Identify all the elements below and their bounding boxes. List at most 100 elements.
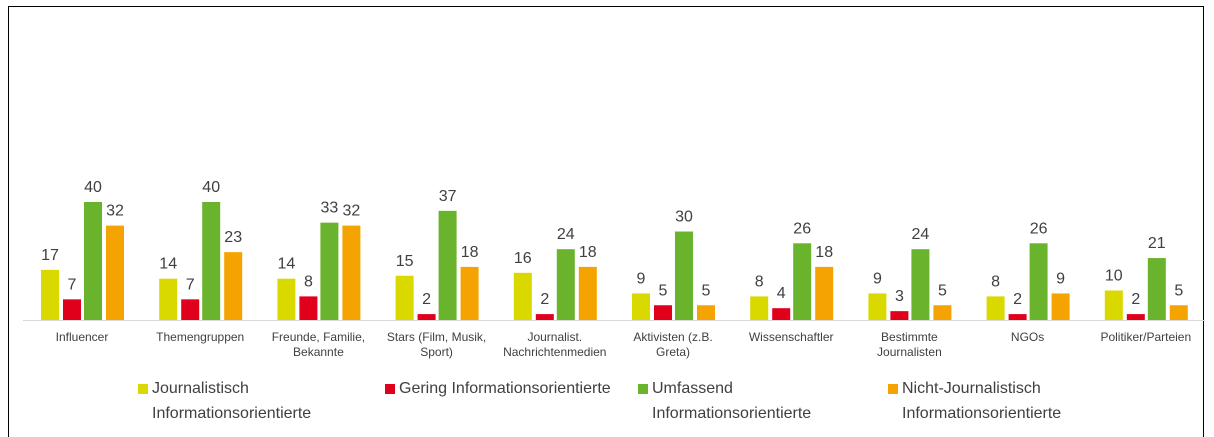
data-label: 2	[1131, 291, 1140, 308]
bar	[1147, 258, 1166, 320]
frame	[8, 6, 1204, 437]
data-label: 16	[514, 250, 532, 267]
data-label: 9	[873, 270, 882, 287]
bar	[556, 249, 575, 320]
bar	[1104, 290, 1123, 320]
data-label: 8	[755, 273, 764, 290]
bar	[342, 225, 361, 320]
x-tick-label: Politiker/Parteien	[1100, 330, 1192, 344]
data-label: 40	[84, 179, 102, 196]
data-label: 26	[1030, 220, 1048, 237]
bar	[438, 210, 457, 320]
bar	[697, 305, 715, 320]
data-label: 18	[579, 244, 597, 261]
legend-label: Journalistisch Informationsorientierte	[152, 380, 312, 422]
data-label: 24	[557, 226, 575, 243]
bar	[202, 202, 221, 320]
data-label: 37	[439, 188, 457, 205]
data-label: 3	[895, 288, 904, 305]
data-label: 8	[304, 273, 313, 290]
bar	[933, 305, 952, 320]
data-label: 24	[912, 226, 930, 243]
x-tick-label: Stars (Film, Musik, Sport)	[386, 330, 487, 359]
data-label: 32	[343, 203, 361, 220]
data-label: 33	[321, 200, 339, 217]
data-label: 14	[159, 256, 177, 273]
legend-label: Gering Informationsorientierte	[399, 380, 611, 397]
bar	[750, 296, 769, 320]
data-label: 8	[991, 273, 1000, 290]
x-tick-label: Freunde, Familie, Bekannte	[271, 330, 366, 359]
data-label: 5	[702, 282, 711, 299]
x-tick-label: Aktivisten (z.B. Greta)	[633, 330, 713, 359]
data-label: 30	[675, 209, 693, 226]
bar	[460, 266, 479, 320]
data-label: 5	[938, 282, 947, 299]
legend-swatch	[888, 384, 898, 394]
bar	[578, 266, 597, 320]
data-label: 2	[1013, 291, 1022, 308]
bar	[395, 275, 414, 320]
bar	[299, 296, 318, 320]
bar	[911, 249, 930, 320]
bar	[815, 266, 834, 320]
data-label: 23	[224, 229, 242, 246]
x-tick-label: Influencer	[55, 330, 109, 344]
bar	[793, 243, 812, 320]
bar	[772, 308, 791, 320]
legend-swatch	[138, 384, 148, 394]
data-label: 21	[1148, 235, 1166, 252]
data-label: 5	[1174, 282, 1183, 299]
data-label: 5	[659, 282, 668, 299]
bar	[1051, 293, 1070, 320]
data-label: 7	[68, 276, 77, 293]
legend-swatch	[385, 384, 395, 394]
data-label: 10	[1105, 268, 1123, 285]
legend-label: Nicht-Journalistisch Informationsorienti…	[902, 380, 1062, 422]
bar	[320, 222, 339, 320]
bar	[1126, 314, 1145, 320]
data-label: 32	[106, 203, 124, 220]
bar	[654, 305, 672, 320]
data-label: 2	[422, 291, 431, 308]
bar	[41, 269, 59, 320]
bar	[1029, 243, 1048, 320]
x-tick-label: Bestimmte Journalisten	[877, 330, 942, 359]
data-label: 17	[41, 247, 59, 264]
bar	[513, 272, 532, 320]
x-tick-label: Wissenschaftler	[748, 330, 834, 344]
bar	[159, 278, 178, 320]
data-label: 9	[1056, 270, 1065, 287]
bar	[986, 296, 1005, 320]
data-label: 18	[461, 244, 479, 261]
data-label: 14	[278, 256, 296, 273]
legend-label: Umfassend Informationsorientierte	[652, 380, 812, 422]
data-label: 40	[202, 179, 220, 196]
bar	[181, 299, 200, 320]
bar	[632, 293, 650, 320]
bar	[890, 311, 909, 320]
data-label: 15	[396, 253, 414, 270]
data-label: 4	[777, 285, 786, 302]
bar	[106, 225, 124, 320]
bar	[1008, 314, 1027, 320]
bar	[277, 278, 296, 320]
data-label: 26	[793, 220, 811, 237]
bar	[535, 314, 554, 320]
data-label: 18	[815, 244, 833, 261]
x-tick-label: Journalist. Nachrichtenmedien	[503, 330, 607, 359]
data-label: 2	[540, 291, 549, 308]
x-tick-label: Themengruppen	[156, 330, 245, 344]
bar	[1169, 305, 1188, 320]
x-tick-label: NGOs	[1010, 330, 1045, 344]
data-label: 7	[186, 276, 195, 293]
bar	[63, 299, 81, 320]
bar	[675, 231, 693, 320]
legend-swatch	[638, 384, 648, 394]
bar	[417, 314, 436, 320]
bar	[84, 202, 102, 320]
data-label: 9	[637, 270, 646, 287]
bar	[868, 293, 887, 320]
